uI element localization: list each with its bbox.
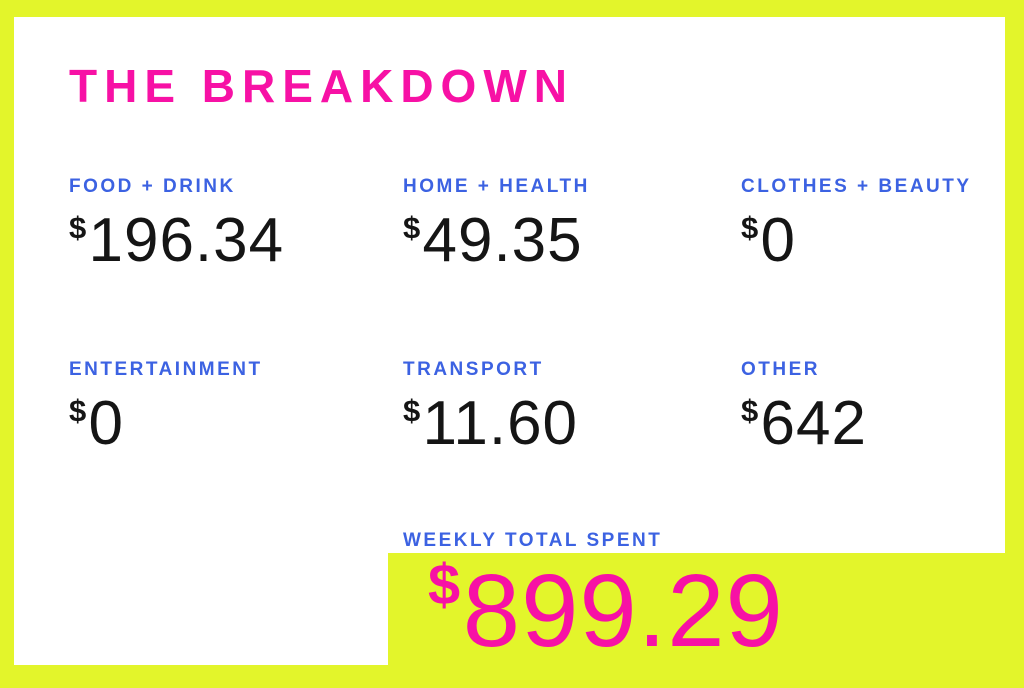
dollar-sign: $: [403, 209, 422, 245]
category-amount: $0: [69, 388, 399, 458]
category-label: HOME + HEALTH: [403, 176, 590, 197]
category-value: 196.34: [88, 205, 285, 275]
category-amount: $196.34: [69, 205, 399, 275]
weekly-total-box: $899.29: [388, 553, 1024, 688]
category-label: FOOD + DRINK: [69, 176, 236, 197]
category-cell-transport: TRANSPORT $11.60: [403, 359, 733, 455]
dollar-sign: $: [69, 209, 88, 245]
category-amount: $0: [741, 205, 1024, 275]
dollar-sign: $: [741, 392, 760, 428]
category-cell-clothes-beauty: CLOTHES + BEAUTY $0: [741, 176, 1024, 272]
category-cell-home-health: HOME + HEALTH $49.35: [403, 176, 733, 272]
category-label: OTHER: [741, 359, 820, 380]
dollar-sign: $: [403, 392, 422, 428]
category-label: CLOTHES + BEAUTY: [741, 176, 972, 197]
dollar-sign: $: [428, 552, 462, 617]
category-amount: $49.35: [403, 205, 733, 275]
weekly-total-value: 899.29: [462, 553, 784, 668]
page-title: THE BREAKDOWN: [69, 60, 574, 112]
category-amount: $11.60: [403, 388, 733, 458]
category-label: ENTERTAINMENT: [69, 359, 263, 380]
category-value: 0: [88, 388, 124, 458]
category-label: TRANSPORT: [403, 359, 544, 380]
weekly-total-label: WEEKLY TOTAL SPENT: [403, 530, 663, 551]
category-value: 49.35: [422, 205, 583, 275]
category-amount: $642: [741, 388, 1024, 458]
category-cell-entertainment: ENTERTAINMENT $0: [69, 359, 399, 455]
category-value: 642: [760, 388, 867, 458]
category-cell-other: OTHER $642: [741, 359, 1024, 455]
category-cell-food-drink: FOOD + DRINK $196.34: [69, 176, 399, 272]
category-value: 0: [760, 205, 796, 275]
weekly-total-amount: $899.29: [428, 552, 1024, 668]
dollar-sign: $: [69, 392, 88, 428]
category-value: 11.60: [422, 388, 579, 458]
dollar-sign: $: [741, 209, 760, 245]
